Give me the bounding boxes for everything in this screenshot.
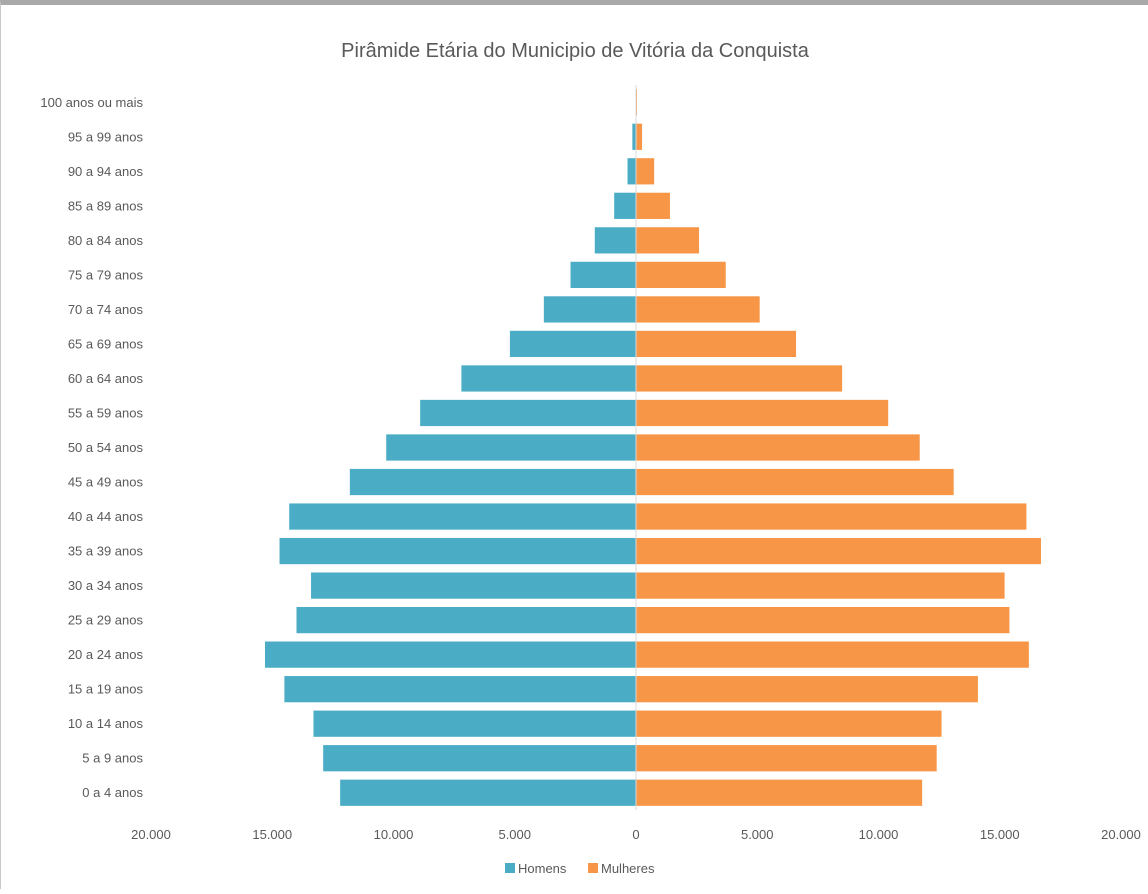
bar-mulheres-3	[636, 676, 978, 703]
legend-swatch-mulheres	[588, 863, 598, 873]
bar-homens-18	[627, 158, 636, 185]
category-label: 45 a 49 anos	[68, 475, 144, 490]
category-label: 95 a 99 anos	[68, 129, 144, 144]
bar-mulheres-5	[636, 607, 1010, 634]
bar-homens-16	[594, 227, 636, 254]
bar-mulheres-13	[636, 330, 797, 358]
bar-homens-6	[311, 572, 636, 599]
x-tick-labels: 20.000 15.000 10.000 5.000 0 5.000 10.000 15.00…	[131, 827, 1141, 842]
category-label: 0 a 4 anos	[82, 785, 143, 800]
bar-homens-13	[509, 330, 636, 358]
category-label: 55 a 59 anos	[68, 405, 144, 420]
category-label: 40 a 44 anos	[68, 509, 144, 524]
bar-mulheres-16	[636, 227, 700, 254]
bar-mulheres-8	[636, 503, 1027, 530]
bar-homens-12	[461, 365, 636, 392]
category-label: 90 a 94 anos	[68, 164, 144, 179]
category-label: 50 a 54 anos	[68, 440, 144, 455]
bar-homens-9	[349, 468, 636, 496]
bar-homens-3	[284, 676, 636, 703]
x-tick-label: 15.000	[252, 827, 292, 842]
bar-mulheres-6	[636, 572, 1005, 599]
bar-homens-2	[313, 710, 636, 737]
chart-title: Pirâmide Etária do Municipio de Vitória …	[341, 40, 810, 62]
bar-mulheres-1	[636, 745, 937, 772]
legend-label-mulheres: Mulheres	[601, 861, 655, 876]
bar-mulheres-2	[636, 710, 942, 737]
bar-homens-14	[543, 296, 636, 323]
category-label: 60 a 64 anos	[68, 371, 144, 386]
bar-homens-7	[279, 537, 636, 565]
bar-mulheres-12	[636, 365, 843, 392]
bar-homens-5	[296, 607, 636, 634]
category-label: 20 a 24 anos	[68, 647, 144, 662]
bar-homens-15	[570, 261, 636, 288]
category-labels: 0 a 4 anos 5 a 9 anos 10 a 14 anos 15 a 19 …	[40, 95, 143, 800]
bar-mulheres-11	[636, 399, 889, 427]
bar-homens-1	[323, 745, 636, 772]
x-tick-label: 10.000	[374, 827, 414, 842]
category-label: 70 a 74 anos	[68, 302, 144, 317]
x-tick-label: 10.000	[859, 827, 899, 842]
bar-mulheres-18	[636, 158, 655, 185]
bar-homens-19	[632, 123, 636, 150]
x-tick-label: 0	[632, 827, 639, 842]
legend-swatch-homens	[505, 863, 515, 873]
bars-layer	[264, 89, 1041, 806]
bar-homens-10	[386, 434, 636, 461]
bar-homens-4	[264, 641, 636, 668]
x-tick-label: 15.000	[980, 827, 1020, 842]
category-label: 10 a 14 anos	[68, 716, 144, 731]
bar-mulheres-14	[636, 296, 760, 323]
bar-homens-8	[289, 503, 636, 530]
bar-mulheres-0	[636, 779, 923, 806]
legend-label-homens: Homens	[518, 861, 567, 876]
bar-homens-0	[340, 779, 636, 806]
population-pyramid-chart: Pirâmide Etária do Municipio de Vitória …	[40, 40, 1141, 876]
bar-homens-17	[614, 192, 636, 219]
bar-mulheres-9	[636, 468, 954, 496]
x-tick-label: 5.000	[741, 827, 774, 842]
category-label: 100 anos ou mais	[40, 95, 143, 110]
category-label: 85 a 89 anos	[68, 198, 144, 213]
bar-mulheres-4	[636, 641, 1029, 668]
category-label: 80 a 84 anos	[68, 233, 144, 248]
x-tick-label: 20.000	[131, 827, 171, 842]
category-label: 15 a 19 anos	[68, 682, 144, 697]
bar-mulheres-7	[636, 537, 1041, 565]
category-label: 30 a 34 anos	[68, 578, 144, 593]
x-tick-label: 5.000	[498, 827, 531, 842]
x-tick-label: 20.000	[1101, 827, 1141, 842]
bar-mulheres-15	[636, 261, 726, 288]
category-label: 35 a 39 anos	[68, 544, 144, 559]
category-label: 65 a 69 anos	[68, 336, 144, 351]
bar-mulheres-10	[636, 434, 920, 461]
bar-mulheres-17	[636, 192, 670, 219]
category-label: 5 a 9 anos	[82, 751, 143, 766]
legend: Homens Mulheres	[505, 861, 655, 876]
bar-mulheres-19	[636, 123, 643, 150]
bar-homens-11	[420, 399, 636, 427]
category-label: 75 a 79 anos	[68, 267, 144, 282]
category-label: 25 a 29 anos	[68, 613, 144, 628]
